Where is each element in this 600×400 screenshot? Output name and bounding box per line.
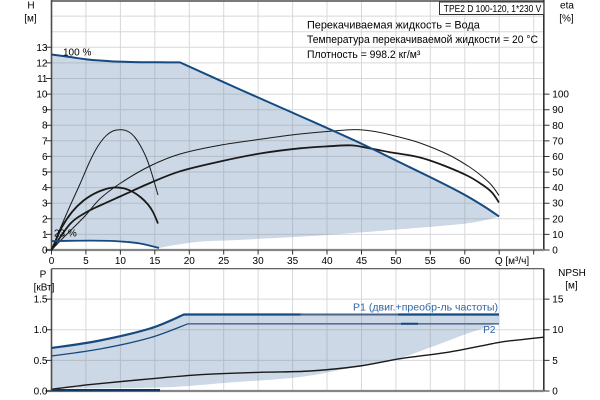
svg-text:[кВт]: [кВт] [34,283,55,294]
svg-text:12: 12 [36,58,48,69]
svg-text:3: 3 [42,199,48,210]
svg-text:[м]: [м] [24,14,37,25]
svg-text:NPSH: NPSH [558,268,586,279]
svg-text:[%]: [%] [559,14,574,25]
svg-text:10: 10 [552,325,564,336]
svg-text:eta: eta [560,1,574,12]
svg-text:50: 50 [552,168,564,179]
svg-text:H: H [27,1,34,12]
svg-text:4: 4 [42,183,48,194]
svg-text:60: 60 [552,152,564,163]
svg-text:20: 20 [552,214,564,225]
svg-text:23 %: 23 % [54,229,77,240]
svg-text:90: 90 [552,105,564,116]
svg-text:13: 13 [36,43,48,54]
svg-text:20: 20 [184,256,196,267]
svg-text:5: 5 [42,168,48,179]
svg-text:10: 10 [552,230,564,241]
svg-text:8: 8 [42,121,48,132]
svg-text:35: 35 [287,256,299,267]
svg-text:100 %: 100 % [63,48,91,59]
svg-text:1.0: 1.0 [34,325,48,336]
svg-text:45: 45 [356,256,368,267]
svg-text:9: 9 [42,105,48,116]
svg-text:70: 70 [552,136,564,147]
svg-text:1: 1 [42,230,48,241]
svg-text:2: 2 [42,214,48,225]
svg-text:0.0: 0.0 [34,387,48,398]
svg-text:10: 10 [115,256,127,267]
svg-text:[м]: [м] [565,281,578,292]
svg-text:Q [м³/ч]: Q [м³/ч] [495,256,530,267]
svg-text:15: 15 [552,295,564,306]
svg-text:10: 10 [36,90,48,101]
svg-text:55: 55 [425,256,437,267]
svg-text:15: 15 [149,256,161,267]
svg-text:TPE2 D 100-120, 1*230 V: TPE2 D 100-120, 1*230 V [444,4,542,15]
svg-text:0.5: 0.5 [34,356,48,367]
svg-text:40: 40 [552,183,564,194]
svg-text:0: 0 [49,256,55,267]
svg-text:P1 (двиг.+преобр-ль частоты): P1 (двиг.+преобр-ль частоты) [353,302,498,314]
svg-text:P: P [40,270,47,281]
svg-text:5: 5 [83,256,89,267]
svg-text:0: 0 [552,246,558,257]
svg-text:1.5: 1.5 [34,295,48,306]
svg-text:7: 7 [42,136,48,147]
svg-text:11: 11 [37,74,48,85]
svg-text:P2: P2 [483,325,496,336]
svg-text:5: 5 [552,356,558,367]
svg-text:Плотность = 998.2 кг/м³: Плотность = 998.2 кг/м³ [307,49,421,61]
svg-text:Перекачиваемая жидкость = Вода: Перекачиваемая жидкость = Вода [307,20,481,32]
svg-text:40: 40 [321,256,333,267]
svg-text:6: 6 [42,152,48,163]
svg-text:60: 60 [459,256,471,267]
svg-text:0: 0 [42,246,48,257]
svg-text:80: 80 [552,121,564,132]
svg-text:25: 25 [218,256,230,267]
svg-text:50: 50 [390,256,402,267]
svg-text:30: 30 [552,199,564,210]
svg-text:100: 100 [552,90,569,101]
svg-text:0: 0 [552,387,558,398]
svg-text:Температура перекачиваемой жид: Температура перекачиваемой жидкости = 20… [307,34,538,46]
svg-text:30: 30 [253,256,265,267]
